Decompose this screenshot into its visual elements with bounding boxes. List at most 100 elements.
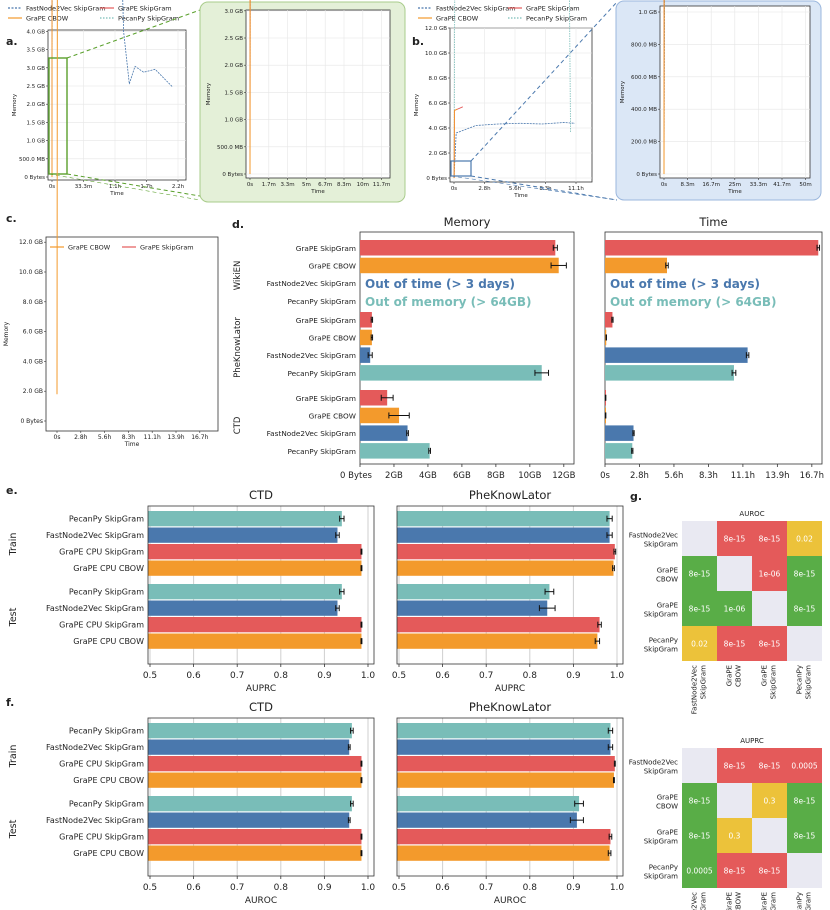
d-time-bar <box>605 257 667 274</box>
a-zoom-ytick-label: 1.5 GB <box>224 90 243 96</box>
e-split-label: Test <box>8 607 19 627</box>
legend-b-skipgram: GraPE SkipGram <box>526 5 580 13</box>
a-zoom-ytick-label: 2.5 GB <box>224 36 243 42</box>
legend-c-cbow: GraPE CBOW <box>68 244 111 252</box>
g-auprc-col-label: GraPE <box>761 892 769 910</box>
a-main-xtick-label: 33.3m <box>75 184 93 190</box>
panel-c-label: c. <box>6 212 17 225</box>
g-auroc-cell-value: 8e-15 <box>759 535 781 544</box>
b-main-xtick-label: 5.6h <box>509 186 522 192</box>
b-main-xtick-label: 2.8h <box>478 186 491 192</box>
g-auprc-cell-value: 8e-15 <box>724 867 746 876</box>
f-method-label: FastNode2Vec SkipGram <box>46 743 144 752</box>
e-method-label: GraPE CPU CBOW <box>73 564 144 573</box>
g-auprc-cell <box>787 818 822 853</box>
g-auroc-cell-value: 8e-15 <box>689 570 711 579</box>
g-auprc-cell <box>752 783 787 818</box>
c-xtick-label: 13.9h <box>167 434 184 441</box>
d-memory-bar <box>360 443 430 459</box>
d-method-label: GraPE SkipGram <box>296 244 356 253</box>
e-xtick-label: 0.8 <box>523 671 538 681</box>
d-memory-bar <box>360 257 559 274</box>
legend-b-fastnode: FastNode2Vec SkipGram <box>436 5 516 13</box>
g-auprc-cell-value: 8e-15 <box>724 762 746 771</box>
b-zoom-xtick-label: 33.3m <box>750 182 768 188</box>
e-split-label: Train <box>8 533 19 557</box>
b-zoom-xtick-label: 41.7m <box>773 182 791 188</box>
e-xtick-label: 0.6 <box>435 671 450 681</box>
a-zoom-ytick-label: 3.0 GB <box>224 9 243 15</box>
f-xtick-label: 0.6 <box>435 883 450 893</box>
a-main-fastnode-line <box>51 0 173 178</box>
panel-d-label: d. <box>232 218 244 231</box>
b-zoom-connector <box>470 1 618 162</box>
g-auprc-cell <box>787 783 822 818</box>
a-zoom-connector <box>66 9 201 59</box>
f-bar <box>397 756 615 772</box>
g-auroc-cell <box>717 556 752 591</box>
b-zoom-ytick-label: 600.0 MB <box>631 75 657 81</box>
g-auprc-cell-value: 8e-15 <box>759 867 781 876</box>
g-auroc-cell <box>752 556 787 591</box>
a-main-ytick-label: 1.5 GB <box>26 120 45 126</box>
g-auroc-cell <box>752 521 787 556</box>
panel-a-label: a. <box>6 35 18 48</box>
g-auroc-col-label: SkipGram <box>700 665 708 699</box>
panel-e-label: e. <box>6 484 18 497</box>
e-bar <box>397 544 615 560</box>
d-time-xtick-label: 5.6h <box>664 471 683 481</box>
g-auroc-col-label: CBOW <box>735 665 743 687</box>
d-time-xtick-label: 13.9h <box>765 471 789 481</box>
f-split-label: Test <box>8 819 19 839</box>
g-auroc-cell-value: 1e-06 <box>759 570 781 579</box>
f-xtick-label: 0.6 <box>186 883 201 893</box>
g-auprc-row-label: FastNode2Vec <box>629 759 678 767</box>
c-xtick-label: 2.8h <box>74 434 88 441</box>
d-method-label: PecanPy SkipGram <box>287 297 356 306</box>
b-main-fastnode-line <box>453 122 575 179</box>
g-auroc-col-label: GraPE <box>761 665 769 686</box>
c-ytick-label: 6.0 GB <box>23 329 43 336</box>
f-method-label: PecanPy SkipGram <box>69 727 144 736</box>
c-ylabel: Memory <box>3 321 10 346</box>
b-zoom-highlight-box <box>450 160 472 177</box>
g-auprc-col-label: PecanPy <box>796 892 804 910</box>
e-xtick-label: 1.0 <box>610 671 625 681</box>
e-bar <box>397 617 600 633</box>
g-auroc-cell-value: 8e-15 <box>759 640 781 649</box>
f-subtitle: CTD <box>249 700 273 714</box>
d-time-title: Time <box>698 215 727 229</box>
a-zoom-ytick-label: 0 Bytes <box>222 172 243 178</box>
panel-b-label: b. <box>412 35 424 48</box>
g-auprc-cell-value: 8e-15 <box>794 832 816 841</box>
f-method-label: GraPE CPU CBOW <box>73 849 144 858</box>
a-main-ytick-label: 500.0 MB <box>19 157 45 163</box>
panel-g-label: g. <box>630 490 642 503</box>
a-main-ylabel: Memory <box>12 93 18 116</box>
g-auroc-col-label: SkipGram <box>770 665 778 699</box>
a-zoom-connector <box>48 173 201 201</box>
b-main-xlabel: Time <box>513 193 528 199</box>
f-xtick-label: 0.9 <box>566 883 581 893</box>
b-main-ytick-label: 6.0 GB <box>428 101 447 107</box>
f-xlabel: AUROC <box>245 896 277 906</box>
d-time-bar <box>605 312 613 328</box>
b-main-cbow-line <box>453 108 458 179</box>
a-main-xlabel: Time <box>109 191 124 197</box>
e-xtick-label: 0.5 <box>143 671 157 681</box>
b-main-ytick-label: 10.0 GB <box>425 51 447 57</box>
g-auprc-cell <box>717 818 752 853</box>
e-bar <box>148 511 342 527</box>
a-zoom-ytick-label: 500.0 MB <box>217 145 243 151</box>
b-zoom-xlabel: Time <box>727 189 742 195</box>
g-auroc-cell <box>752 626 787 661</box>
b-main-ytick-label: 12.0 GB <box>425 26 447 32</box>
e-method-label: GraPE CPU CBOW <box>73 637 144 646</box>
legend-c-skipgram: GraPE SkipGram <box>140 244 194 252</box>
b-main-xtick-label: 0s <box>451 186 457 192</box>
d-time-out-of-time: Out of time (> 3 days) <box>610 277 760 291</box>
b-zoom-ytick-label: 200.0 MB <box>631 140 657 146</box>
d-method-label: FastNode2Vec SkipGram <box>267 351 356 360</box>
legend-a-cbow: GraPE CBOW <box>26 15 69 23</box>
